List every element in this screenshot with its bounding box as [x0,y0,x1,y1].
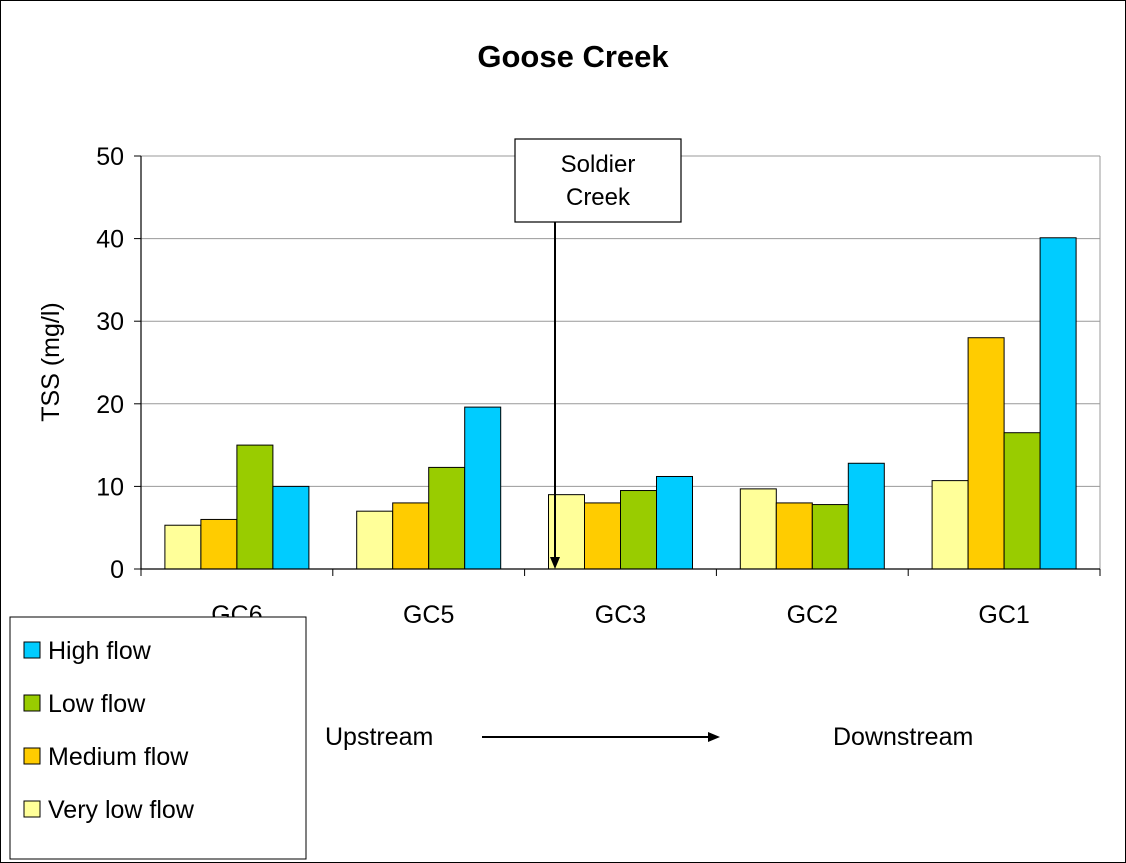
flow-direction: Upstream Downstream [325,723,973,751]
legend-swatch [23,800,41,818]
bar [272,485,310,570]
x-tick-label: GC5 [403,601,454,629]
y-tick-label: 40 [96,226,124,254]
legend: High flow Low flow Medium flow Very low flo… [9,616,307,860]
bar [356,510,394,570]
upstream-label: Upstream [325,723,433,751]
direction-arrow-head [708,732,720,742]
bar [428,466,466,570]
bars [164,237,1077,570]
legend-label: High flow [48,637,152,665]
bar [811,504,849,570]
legend-swatch [23,694,41,712]
callout-label-line1: Soldier [561,151,636,178]
bar [1003,432,1041,570]
bar [656,475,693,570]
x-tick-label: GC2 [787,601,838,629]
bar [620,490,657,570]
bar [200,518,238,570]
y-tick-label: 0 [110,556,124,584]
legend-swatch [23,747,41,765]
legend-box [9,616,307,860]
y-tick-label: 20 [96,391,124,419]
downstream-label: Downstream [833,723,973,751]
x-tick-label: GC3 [595,601,646,629]
x-tick-label: GC1 [978,601,1029,629]
bar [584,502,621,570]
y-tick-label: 10 [96,473,124,501]
legend-label: Medium flow [48,743,189,771]
bar [847,462,885,570]
callout-label-line2: Creek [566,184,631,211]
bar [236,444,274,570]
y-tick-label: 30 [96,308,124,336]
callout-arrow-head [550,557,560,569]
y-tick-label: 50 [96,143,124,171]
y-axis-label: TSS (mg/l) [37,302,65,421]
bar [392,502,430,570]
bar [164,524,202,570]
legend-swatch [23,641,41,659]
bar [931,480,969,570]
legend-label: Very low flow [48,796,195,824]
bar [967,337,1005,570]
bar [739,488,777,570]
bar [1039,237,1077,570]
callout-box [514,138,682,223]
bar [464,406,502,570]
chart-title: Goose Creek [477,39,669,74]
legend-label: Low flow [48,690,146,718]
soldier-creek-callout: Soldier Creek [514,138,682,569]
bar [775,502,813,570]
